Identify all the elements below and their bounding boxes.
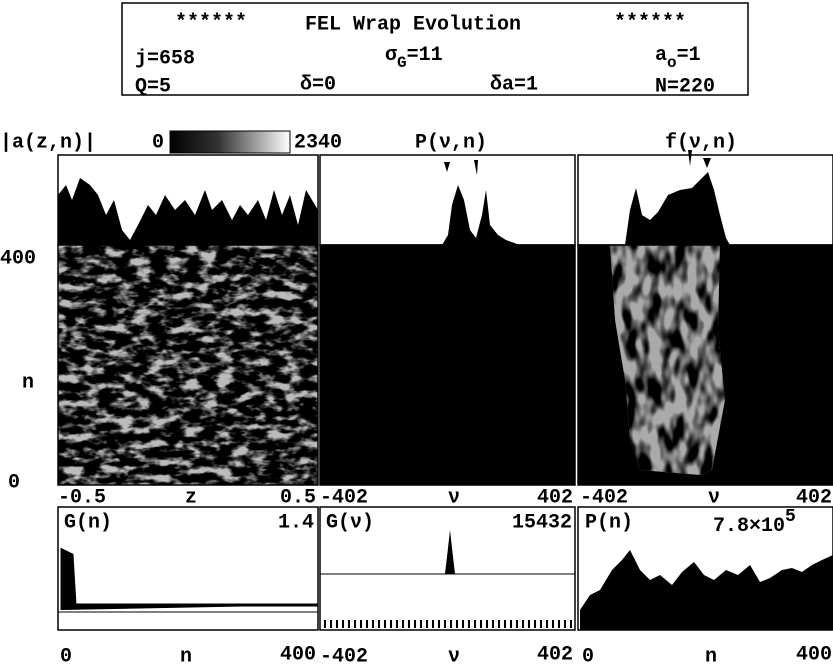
amplitude-profile (58, 178, 318, 245)
lower-label: G(n) (64, 511, 112, 534)
power-profile (580, 550, 833, 630)
lower-max: 7.8×105 (713, 507, 796, 539)
f-profile (625, 172, 730, 245)
lower-max: 15432 (512, 511, 572, 534)
x-tick-label: -402 (580, 486, 628, 509)
x-tick-label: -0.5 (58, 486, 106, 509)
param: Q=5 (135, 75, 171, 98)
g-nu-spike (445, 530, 455, 574)
panel-label: f(ν,n) (665, 131, 737, 154)
x-tick-label: 402 (537, 486, 573, 509)
heatmap-frame (319, 244, 576, 486)
hatch-band (322, 620, 574, 628)
x-tick-label: 400 (796, 643, 832, 666)
param: σG=11 (385, 44, 443, 72)
lower-label: P(n) (585, 511, 633, 534)
x-tick-label: 402 (537, 643, 573, 666)
x-axis-label: ν (448, 486, 460, 509)
x-tick-label: 0 (582, 645, 594, 668)
lower-frame (57, 506, 319, 631)
heatmap-texture (58, 245, 318, 485)
header-box (121, 2, 749, 96)
colorbar (169, 130, 291, 154)
x-tick-label: -402 (320, 486, 368, 509)
lower-label: G(ν) (326, 511, 374, 534)
x-tick-label: 0.5 (280, 486, 316, 509)
stars: ****** (614, 11, 686, 34)
panel-label: |a(z,n)| (0, 131, 96, 154)
x-axis-label: ν (708, 486, 720, 509)
heatmap-texture (442, 245, 520, 485)
y-axis-label: n (22, 371, 34, 394)
param: ao=1 (655, 44, 701, 72)
heatmap-frame (577, 244, 833, 486)
x-axis-label: n (180, 645, 192, 668)
y-tick-label: 400 (0, 247, 36, 270)
colorbar-min: 0 (152, 131, 164, 154)
x-tick-label: -402 (320, 645, 368, 668)
param: N=220 (655, 75, 715, 98)
lower-max: 1.4 (278, 511, 314, 534)
x-tick-label: 0 (60, 645, 72, 668)
param: δ=0 (300, 73, 336, 96)
param: j=658 (135, 47, 195, 70)
param: δa=1 (490, 73, 538, 96)
x-axis-label: n (705, 645, 717, 668)
title: FEL Wrap Evolution (305, 13, 521, 36)
marker (444, 160, 478, 175)
marker (688, 150, 711, 168)
panel-label: P(ν,n) (415, 131, 487, 154)
g-n-curve (60, 547, 318, 610)
stars: ****** (175, 11, 247, 34)
colorbar-max: 2340 (294, 131, 342, 154)
spectrum-profile (442, 185, 520, 245)
x-axis-label: z (185, 486, 197, 509)
x-tick-label: 400 (280, 643, 316, 666)
x-axis-label: ν (448, 645, 460, 668)
lower-frame (319, 506, 576, 631)
heatmap-frame (57, 244, 319, 486)
heatmap-texture (610, 245, 725, 475)
x-tick-label: 402 (796, 486, 832, 509)
y-tick-label: 0 (8, 471, 20, 494)
